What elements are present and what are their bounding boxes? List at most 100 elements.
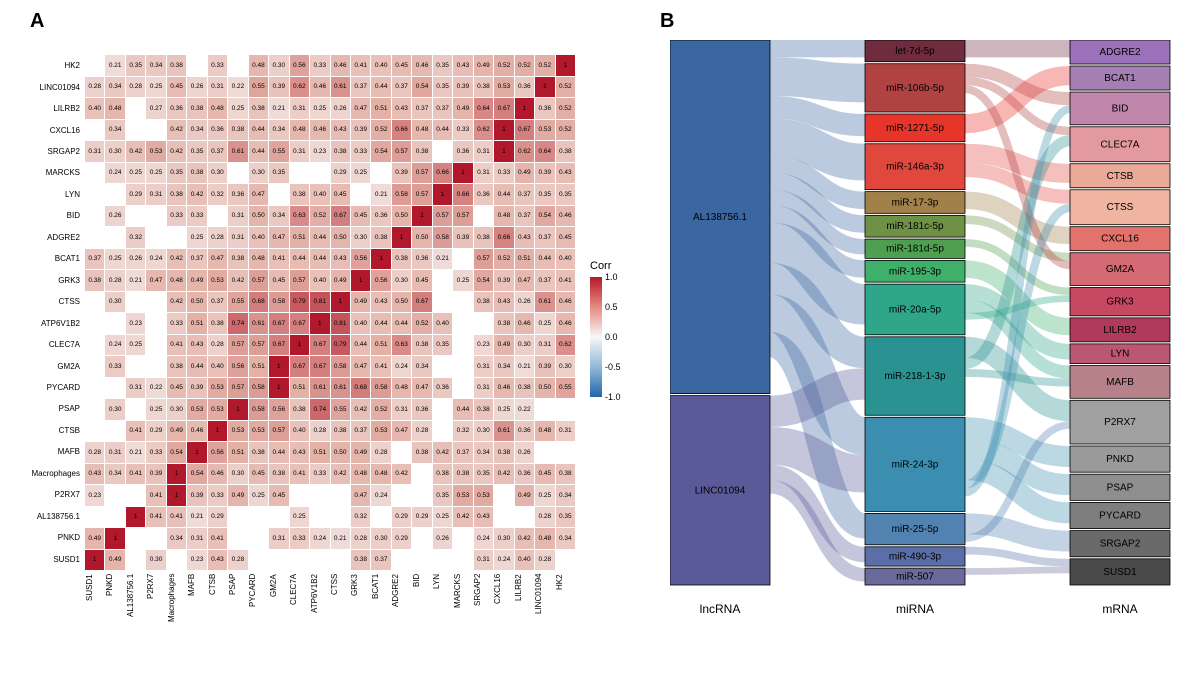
- heatmap-cell: [249, 528, 268, 549]
- heatmap-cell: [146, 206, 165, 227]
- heatmap-cell: 0.45: [167, 77, 186, 98]
- heatmap-cell: 0.48: [249, 249, 268, 270]
- heatmap-cell: 0.52: [371, 399, 390, 420]
- heatmap-cell: [331, 485, 350, 506]
- heatmap-cell: 0.30: [105, 141, 124, 162]
- svg-text:miR-146a-3p: miR-146a-3p: [886, 162, 944, 173]
- heatmap-cell: 0.30: [146, 550, 165, 571]
- heatmap-cell: 0.58: [433, 227, 452, 248]
- legend-title: Corr: [590, 260, 645, 272]
- heatmap-cell: 0.53: [474, 485, 493, 506]
- heatmap-cell: 0.53: [228, 421, 247, 442]
- heatmap-cell: 0.62: [515, 141, 534, 162]
- heatmap-cell: 0.38: [249, 442, 268, 463]
- heatmap-cell: 0.48: [249, 55, 268, 76]
- heatmap-cell: 0.61: [310, 378, 329, 399]
- heatmap-cell: 0.49: [85, 528, 104, 549]
- heatmap-cell: 0.49: [331, 270, 350, 291]
- heatmap-cell: [474, 206, 493, 227]
- heatmap-cell: 0.42: [167, 249, 186, 270]
- heatmap-cell: 0.43: [494, 292, 513, 313]
- heatmap-cell: 0.45: [392, 55, 411, 76]
- heatmap-cell: [146, 313, 165, 334]
- heatmap-cell: 0.46: [208, 464, 227, 485]
- heatmap-cell: 0.37: [187, 249, 206, 270]
- heatmap-cell: 0.39: [392, 163, 411, 184]
- heatmap-cell: 0.42: [433, 442, 452, 463]
- heatmap-cell: [331, 550, 350, 571]
- heatmap-cell: 0.55: [249, 77, 268, 98]
- heatmap-cell: 0.33: [494, 163, 513, 184]
- heatmap-cell: 0.30: [556, 356, 575, 377]
- heatmap-cell: 0.49: [515, 485, 534, 506]
- heatmap-cell: 0.33: [167, 313, 186, 334]
- heatmap-cell: 0.48: [351, 464, 370, 485]
- heatmap-cell: 0.34: [105, 464, 124, 485]
- heatmap-cell: 0.34: [167, 528, 186, 549]
- heatmap-cell: 0.42: [167, 120, 186, 141]
- heatmap-cell: 0.44: [535, 249, 554, 270]
- heatmap-cell: 0.33: [453, 120, 472, 141]
- heatmap-cell: 0.25: [126, 163, 145, 184]
- heatmap-cell: 0.24: [310, 528, 329, 549]
- heatmap-cell: 0.57: [412, 163, 431, 184]
- heatmap-cell: 0.51: [228, 442, 247, 463]
- heatmap-cell: 0.26: [331, 98, 350, 119]
- svg-text:miR-195-3p: miR-195-3p: [889, 266, 942, 277]
- heatmap-cell: 0.42: [126, 141, 145, 162]
- heatmap-cell: 0.34: [556, 528, 575, 549]
- heatmap-cell: 0.57: [249, 335, 268, 356]
- heatmap-cell: 0.34: [146, 55, 165, 76]
- heatmap-cell: 0.53: [146, 141, 165, 162]
- heatmap-cell: 0.41: [146, 485, 165, 506]
- heatmap-cell: 0.49: [494, 335, 513, 356]
- heatmap-cell: 0.40: [290, 421, 309, 442]
- heatmap-cell: 0.38: [187, 98, 206, 119]
- svg-text:GRK3: GRK3: [1106, 297, 1134, 308]
- heatmap-cell: 0.25: [146, 77, 165, 98]
- heatmap-cell: [269, 550, 288, 571]
- heatmap-cell: 0.35: [433, 55, 452, 76]
- heatmap-cell: 0.31: [290, 141, 309, 162]
- heatmap-cell: 0.79: [290, 292, 309, 313]
- panel-label-b: B: [660, 10, 674, 33]
- heatmap-cell: 0.57: [228, 378, 247, 399]
- heatmap-cell: 0.33: [187, 206, 206, 227]
- heatmap-cell: 0.44: [187, 356, 206, 377]
- svg-text:PNKD: PNKD: [1106, 454, 1134, 465]
- heatmap-cell: 0.33: [167, 206, 186, 227]
- heatmap-cell: 0.25: [146, 399, 165, 420]
- heatmap-cell: 0.67: [310, 356, 329, 377]
- heatmap-cell: 0.44: [351, 335, 370, 356]
- heatmap-cell: 0.66: [392, 120, 411, 141]
- heatmap-cell: 0.35: [535, 184, 554, 205]
- heatmap-cell: 0.30: [392, 270, 411, 291]
- heatmap-cell: 0.42: [167, 141, 186, 162]
- heatmap-cell: [85, 206, 104, 227]
- heatmap-cell: 0.68: [249, 292, 268, 313]
- heatmap-cell: 0.36: [515, 421, 534, 442]
- heatmap-cell: 0.66: [453, 184, 472, 205]
- heatmap-cell: [290, 163, 309, 184]
- heatmap-cell: 0.28: [351, 528, 370, 549]
- heatmap-cell: 0.38: [412, 141, 431, 162]
- heatmap-cell: 0.36: [228, 184, 247, 205]
- heatmap-cell: 0.46: [556, 206, 575, 227]
- heatmap-cell: 0.62: [474, 120, 493, 141]
- heatmap-cell: 0.38: [331, 141, 350, 162]
- heatmap-cell: 0.30: [105, 399, 124, 420]
- heatmap-cell: 0.35: [433, 485, 452, 506]
- heatmap-cell: 0.31: [126, 378, 145, 399]
- heatmap-cell: 0.57: [249, 270, 268, 291]
- heatmap-cell: 0.52: [535, 55, 554, 76]
- heatmap-cell: 0.39: [535, 356, 554, 377]
- heatmap-cell: [433, 421, 452, 442]
- heatmap-cell: 0.30: [371, 528, 390, 549]
- svg-text:miR-25-5p: miR-25-5p: [892, 524, 939, 535]
- heatmap-cell: 0.49: [228, 485, 247, 506]
- heatmap-cell: 0.62: [556, 335, 575, 356]
- heatmap-cell: 0.56: [290, 55, 309, 76]
- heatmap-cell: 0.43: [187, 335, 206, 356]
- heatmap-cell: 0.40: [85, 98, 104, 119]
- correlation-legend: Corr 1.00.50.0-0.5-1.0: [590, 260, 645, 397]
